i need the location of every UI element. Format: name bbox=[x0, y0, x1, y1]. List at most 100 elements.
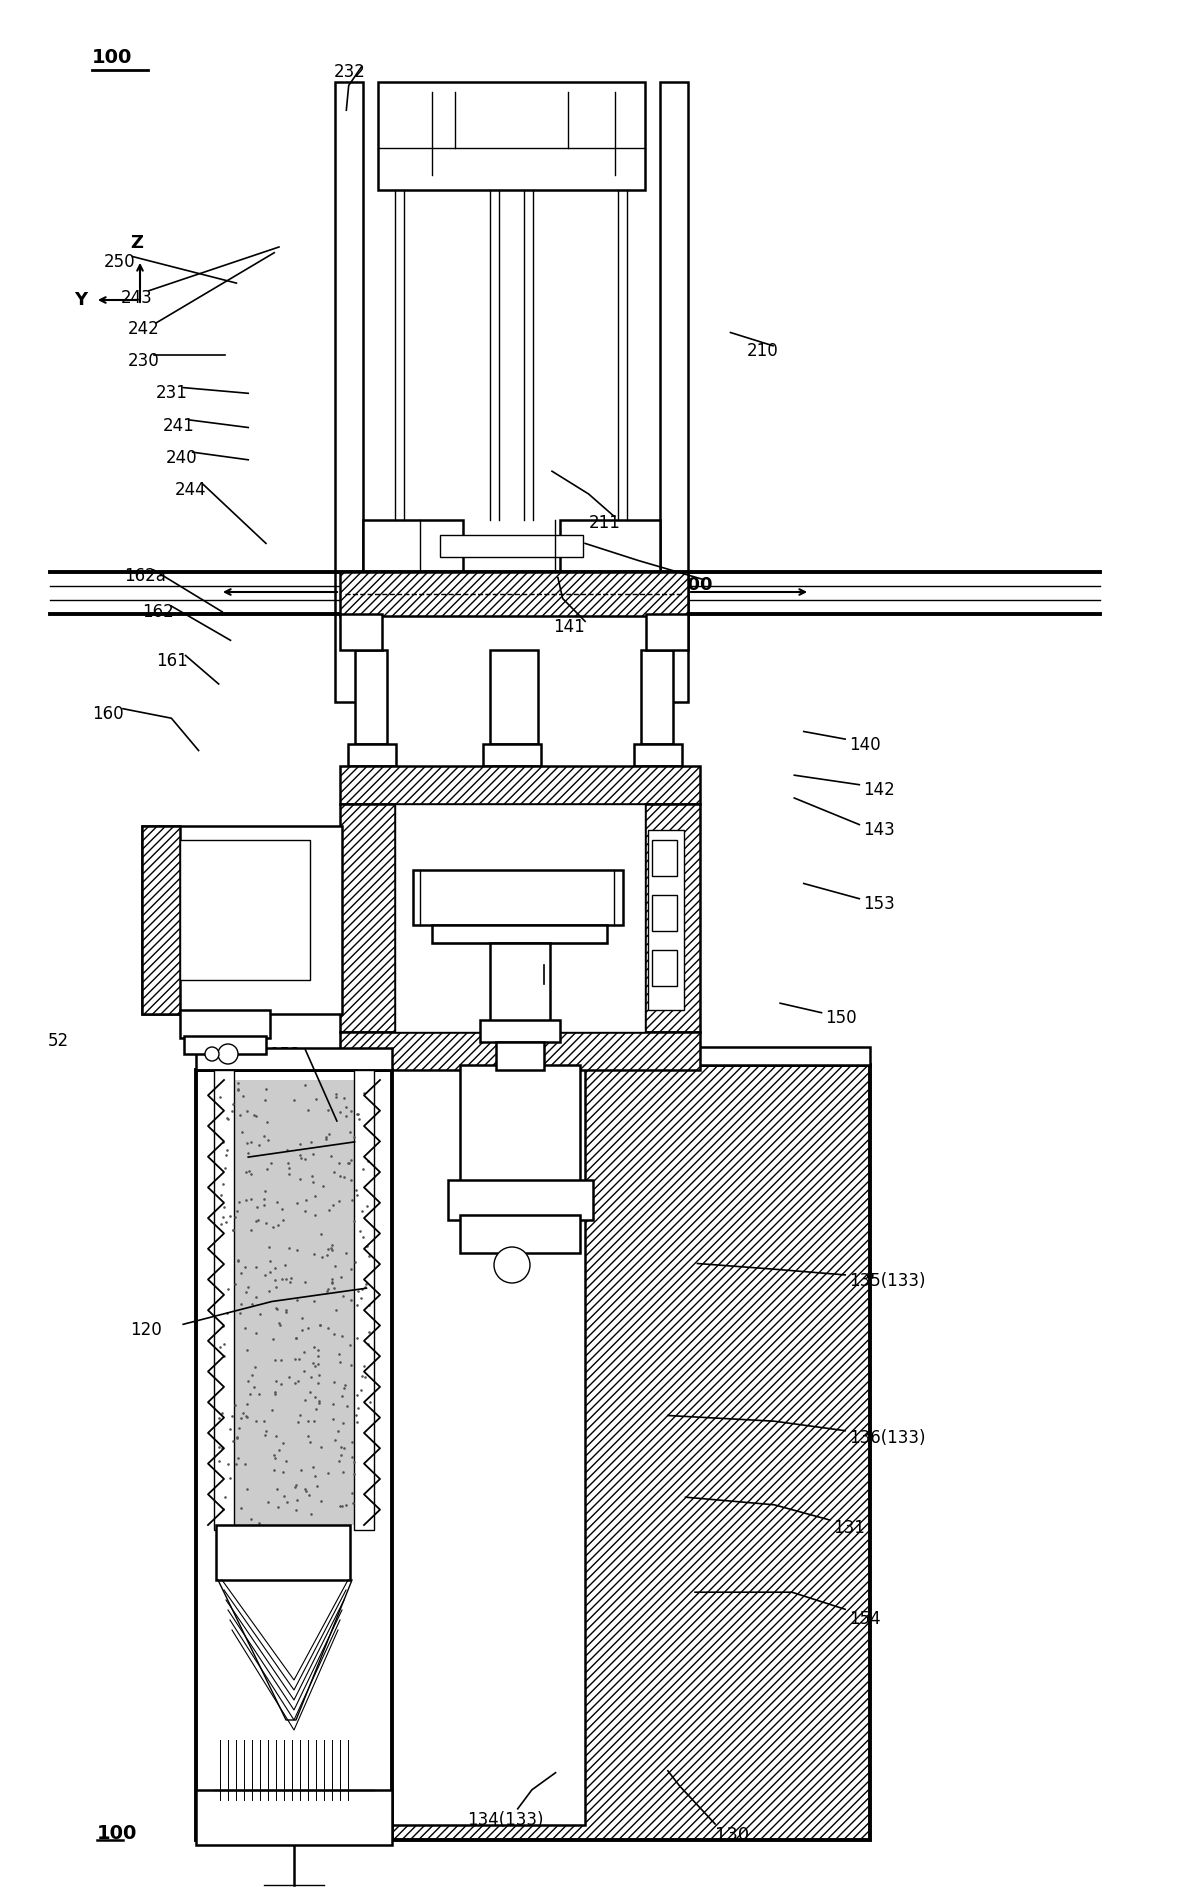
Point bbox=[266, 1273, 285, 1303]
Point bbox=[330, 1186, 349, 1216]
Point bbox=[212, 1180, 230, 1210]
Point bbox=[215, 1191, 234, 1222]
Point bbox=[306, 1461, 325, 1492]
Point bbox=[346, 1400, 365, 1431]
Point bbox=[309, 1349, 327, 1379]
Bar bbox=[348, 745, 396, 766]
Point bbox=[309, 1336, 327, 1366]
Point bbox=[260, 1256, 279, 1286]
Point bbox=[266, 1252, 285, 1283]
Text: 211: 211 bbox=[589, 513, 621, 532]
Point bbox=[335, 1161, 353, 1191]
Point bbox=[262, 1395, 281, 1425]
Point bbox=[226, 1448, 245, 1478]
Bar bbox=[634, 745, 682, 766]
Point bbox=[278, 1134, 297, 1165]
Point bbox=[344, 1206, 363, 1237]
Point bbox=[236, 1277, 255, 1307]
Point bbox=[343, 1427, 362, 1457]
Point bbox=[337, 1100, 356, 1130]
Point bbox=[269, 1307, 288, 1338]
Point bbox=[228, 1195, 247, 1226]
Point bbox=[325, 1366, 344, 1396]
Bar bbox=[480, 1020, 560, 1041]
Bar bbox=[196, 1790, 392, 1845]
Point bbox=[332, 1381, 351, 1412]
Text: 142: 142 bbox=[863, 781, 895, 800]
Bar bbox=[355, 650, 387, 745]
Point bbox=[306, 1199, 325, 1229]
Text: 154: 154 bbox=[849, 1609, 881, 1628]
Point bbox=[323, 1267, 342, 1298]
Point bbox=[301, 1499, 320, 1530]
Point bbox=[238, 1129, 256, 1159]
Point bbox=[279, 1233, 298, 1264]
Point bbox=[342, 1284, 361, 1315]
Point bbox=[274, 1429, 293, 1459]
Point bbox=[259, 1488, 278, 1518]
Point bbox=[335, 1457, 353, 1488]
Point bbox=[217, 1298, 236, 1328]
Point bbox=[228, 1444, 247, 1474]
Point bbox=[348, 1098, 366, 1129]
Point bbox=[277, 1298, 296, 1328]
Point bbox=[333, 1281, 352, 1311]
Point bbox=[351, 1376, 370, 1406]
Point bbox=[280, 1362, 299, 1393]
Bar bbox=[431, 925, 608, 942]
Point bbox=[246, 1282, 265, 1313]
Point bbox=[212, 1208, 230, 1239]
Point bbox=[325, 1250, 344, 1281]
Point bbox=[288, 1408, 307, 1438]
Point bbox=[323, 1267, 342, 1298]
Point bbox=[254, 1121, 273, 1151]
Point bbox=[306, 1393, 325, 1423]
Point bbox=[307, 1471, 326, 1501]
Point bbox=[331, 1492, 350, 1522]
Point bbox=[351, 1282, 370, 1313]
Circle shape bbox=[204, 1047, 219, 1060]
Point bbox=[348, 1290, 366, 1320]
Point bbox=[331, 1161, 350, 1191]
Bar bbox=[378, 82, 645, 190]
Point bbox=[273, 1457, 292, 1488]
Text: 242: 242 bbox=[128, 319, 160, 338]
Point bbox=[285, 1343, 304, 1374]
Point bbox=[287, 1235, 306, 1265]
Bar bbox=[142, 826, 180, 1015]
Point bbox=[247, 1191, 266, 1222]
Point bbox=[234, 1398, 253, 1429]
Bar bbox=[560, 521, 660, 572]
Point bbox=[214, 1341, 233, 1372]
Point bbox=[324, 1404, 343, 1434]
Point bbox=[216, 1206, 235, 1237]
Point bbox=[326, 1079, 345, 1110]
Point bbox=[213, 1398, 232, 1429]
Point bbox=[219, 1450, 238, 1480]
Text: 134(133): 134(133) bbox=[467, 1811, 544, 1830]
Point bbox=[325, 1425, 344, 1455]
Bar bbox=[652, 840, 677, 876]
Point bbox=[272, 1264, 291, 1294]
Point bbox=[227, 1423, 246, 1454]
Point bbox=[358, 1330, 377, 1360]
Point bbox=[299, 1480, 318, 1511]
Text: 210: 210 bbox=[747, 342, 779, 361]
Point bbox=[331, 1096, 350, 1127]
Point bbox=[312, 1241, 331, 1271]
Point bbox=[296, 1144, 314, 1174]
Text: 132: 132 bbox=[511, 980, 543, 999]
Point bbox=[311, 1309, 330, 1340]
Point bbox=[323, 1235, 342, 1265]
Point bbox=[318, 1275, 337, 1305]
Point bbox=[286, 1322, 305, 1353]
Point bbox=[249, 1205, 268, 1235]
Point bbox=[271, 1345, 290, 1376]
Bar bbox=[340, 572, 688, 616]
Point bbox=[214, 1493, 233, 1524]
Point bbox=[238, 1402, 256, 1433]
Point bbox=[330, 1347, 349, 1378]
Point bbox=[209, 1402, 228, 1433]
Bar bbox=[335, 82, 363, 701]
Point bbox=[349, 1393, 368, 1423]
